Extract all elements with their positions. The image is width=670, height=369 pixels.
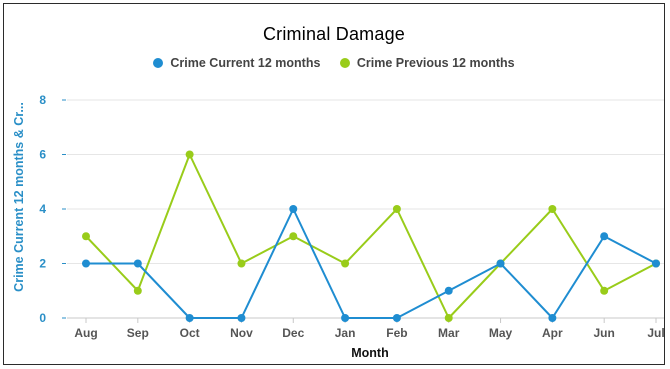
legend-item-current[interactable]: Crime Current 12 months (153, 56, 320, 70)
x-tick-label: Feb (386, 326, 407, 340)
x-tick-label: Jul (647, 326, 664, 340)
y-axis-title: Crime Current 12 months & Cr... (12, 102, 26, 292)
legend-item-previous[interactable]: Crime Previous 12 months (339, 56, 515, 70)
chart-frame: Criminal Damage Crime Current 12 months … (3, 3, 665, 365)
x-tick-label: Apr (542, 326, 563, 340)
x-tick-label: May (489, 326, 513, 340)
x-tick-label: Dec (282, 326, 304, 340)
data-point-current (392, 314, 401, 322)
data-point-current (600, 232, 609, 241)
data-point-current (341, 314, 350, 322)
y-tick-label: 8 (39, 93, 46, 107)
data-point-previous (289, 232, 298, 241)
data-point-previous (185, 150, 194, 159)
data-point-previous (392, 205, 401, 213)
data-point-current (652, 259, 660, 268)
chart-legend: Crime Current 12 months Crime Previous 1… (4, 56, 664, 71)
data-point-current (289, 205, 298, 213)
x-tick-label: Oct (180, 326, 200, 340)
data-point-previous (444, 314, 453, 322)
legend-label-current: Crime Current 12 months (170, 56, 321, 70)
data-point-current (444, 286, 453, 295)
data-point-previous (133, 286, 142, 295)
legend-swatch-previous (339, 58, 350, 68)
data-point-current (82, 259, 90, 268)
y-tick-label: 6 (39, 148, 46, 162)
data-point-current (133, 259, 142, 268)
x-tick-label: Sep (127, 326, 149, 340)
x-axis-title: Month (351, 346, 388, 360)
x-tick-label: Nov (230, 326, 253, 340)
data-point-previous (600, 286, 609, 295)
data-point-current (548, 314, 557, 322)
x-tick-label: Aug (74, 326, 97, 340)
series-line-current (86, 208, 657, 319)
data-point-current (185, 314, 194, 322)
x-tick-label: Mar (438, 326, 460, 340)
data-point-current (496, 259, 505, 268)
data-point-previous (341, 259, 350, 268)
chart-title: Criminal Damage (262, 24, 406, 44)
legend-label-previous: Crime Previous 12 months (356, 56, 515, 70)
series-line-previous (85, 153, 657, 319)
data-point-previous (82, 232, 90, 241)
x-tick-label: Jan (335, 326, 356, 340)
y-tick-label: 2 (39, 257, 46, 271)
legend-swatch-current (153, 58, 164, 68)
y-tick-label: 4 (39, 202, 46, 216)
data-point-previous (548, 205, 557, 213)
y-tick-label: 0 (39, 311, 46, 325)
data-point-previous (237, 259, 246, 268)
x-tick-label: Jun (594, 326, 615, 340)
data-point-current (237, 314, 246, 322)
